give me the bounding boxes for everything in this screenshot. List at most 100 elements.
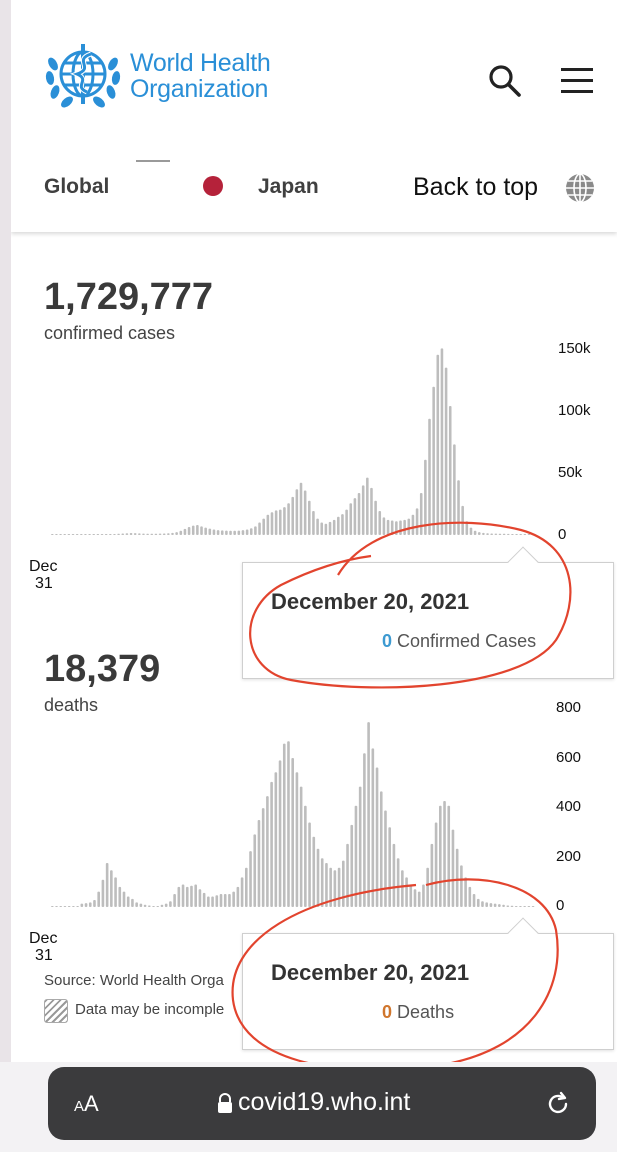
deaths-bar[interactable]: [455, 848, 459, 907]
cases-bar[interactable]: [146, 533, 149, 535]
cases-bar[interactable]: [515, 534, 518, 535]
deaths-bar[interactable]: [287, 741, 290, 907]
cases-bar[interactable]: [370, 487, 373, 535]
cases-bar[interactable]: [121, 533, 125, 535]
deaths-bar[interactable]: [350, 824, 354, 907]
cases-bar[interactable]: [295, 489, 299, 535]
nav-country-link[interactable]: Japan: [258, 175, 319, 198]
cases-bar[interactable]: [249, 528, 253, 535]
deaths-bar[interactable]: [375, 767, 379, 907]
deaths-bar[interactable]: [527, 906, 531, 907]
deaths-bar[interactable]: [476, 898, 480, 907]
cases-bar[interactable]: [167, 533, 170, 535]
deaths-bar[interactable]: [447, 805, 451, 907]
cases-bar[interactable]: [390, 520, 394, 535]
cases-bar[interactable]: [113, 534, 116, 535]
cases-bar[interactable]: [84, 534, 87, 535]
deaths-bar[interactable]: [202, 892, 206, 907]
deaths-bar[interactable]: [519, 906, 522, 907]
deaths-bar[interactable]: [481, 901, 484, 907]
deaths-bar[interactable]: [325, 863, 328, 908]
deaths-bar[interactable]: [232, 891, 235, 907]
deaths-bar[interactable]: [316, 848, 320, 907]
deaths-bar[interactable]: [181, 884, 185, 907]
deaths-bar[interactable]: [270, 781, 273, 907]
cases-bar[interactable]: [324, 523, 328, 535]
cases-bar[interactable]: [428, 418, 431, 535]
cases-bar[interactable]: [125, 533, 129, 535]
cases-bar[interactable]: [187, 526, 191, 535]
browser-address-bar[interactable]: AA covid19.who.int: [48, 1067, 596, 1140]
deaths-bar[interactable]: [126, 896, 130, 907]
cases-bar[interactable]: [283, 507, 286, 535]
cases-bar[interactable]: [511, 534, 514, 535]
deaths-bar[interactable]: [148, 905, 151, 907]
cases-bar[interactable]: [299, 482, 303, 535]
cases-bar[interactable]: [308, 500, 311, 535]
menu-button[interactable]: [559, 66, 595, 96]
cases-bar[interactable]: [353, 498, 357, 535]
deaths-bar[interactable]: [523, 906, 526, 907]
cases-bar[interactable]: [183, 528, 187, 535]
cases-bar[interactable]: [357, 493, 361, 535]
deaths-bar[interactable]: [295, 772, 299, 907]
cases-bar[interactable]: [59, 534, 62, 535]
deaths-bar[interactable]: [430, 843, 434, 908]
deaths-bar[interactable]: [105, 863, 109, 908]
cases-bar[interactable]: [229, 530, 232, 535]
deaths-bar[interactable]: [443, 800, 446, 907]
deaths-bar[interactable]: [346, 843, 349, 908]
deaths-bar[interactable]: [514, 906, 518, 907]
cases-bar[interactable]: [133, 533, 137, 535]
cases-bar[interactable]: [303, 490, 307, 535]
deaths-bar[interactable]: [122, 891, 126, 907]
deaths-bar[interactable]: [498, 904, 501, 907]
deaths-bar[interactable]: [493, 903, 497, 907]
cases-bar[interactable]: [432, 386, 435, 535]
deaths-bar[interactable]: [464, 877, 467, 907]
cases-bar[interactable]: [171, 532, 174, 535]
deaths-bar[interactable]: [80, 903, 84, 907]
deaths-bar[interactable]: [101, 879, 105, 907]
cases-bar[interactable]: [461, 505, 464, 535]
deaths-bar[interactable]: [207, 896, 210, 907]
deaths-bar[interactable]: [63, 906, 67, 907]
cases-bar[interactable]: [477, 532, 481, 535]
deaths-bar[interactable]: [139, 903, 143, 907]
cases-bar[interactable]: [403, 519, 406, 535]
back-to-top-link[interactable]: Back to top: [413, 173, 539, 201]
cases-bar[interactable]: [92, 534, 96, 535]
deaths-bar[interactable]: [312, 836, 316, 907]
deaths-bar[interactable]: [76, 906, 79, 907]
deaths-bar[interactable]: [51, 906, 54, 907]
cases-bar[interactable]: [274, 510, 278, 535]
cases-bar[interactable]: [448, 406, 452, 535]
cases-bar[interactable]: [424, 459, 427, 535]
deaths-bar[interactable]: [110, 870, 113, 907]
cases-bar[interactable]: [278, 509, 282, 535]
deaths-bar[interactable]: [291, 757, 294, 907]
cases-bar[interactable]: [349, 503, 353, 535]
cases-bar[interactable]: [175, 532, 178, 535]
cases-bar[interactable]: [55, 534, 58, 535]
deaths-bar[interactable]: [266, 796, 269, 907]
cases-bar[interactable]: [233, 530, 236, 535]
deaths-bar[interactable]: [485, 902, 488, 907]
globe-icon[interactable]: [564, 172, 596, 204]
deaths-bar[interactable]: [417, 891, 421, 907]
cases-bar[interactable]: [117, 533, 120, 535]
deaths-bar[interactable]: [384, 810, 387, 908]
deaths-bar[interactable]: [118, 886, 122, 907]
cases-bar[interactable]: [519, 534, 522, 535]
deaths-bar[interactable]: [379, 791, 383, 907]
cases-bar[interactable]: [104, 534, 108, 535]
deaths-bar[interactable]: [282, 743, 286, 907]
deaths-bar[interactable]: [143, 904, 147, 907]
cases-bar[interactable]: [96, 534, 100, 535]
deaths-bar[interactable]: [236, 886, 240, 907]
cases-bar[interactable]: [440, 348, 444, 535]
deaths-bar[interactable]: [131, 898, 134, 907]
cases-bar[interactable]: [51, 534, 54, 535]
deaths-bar[interactable]: [367, 722, 370, 907]
cases-bar[interactable]: [411, 514, 415, 535]
